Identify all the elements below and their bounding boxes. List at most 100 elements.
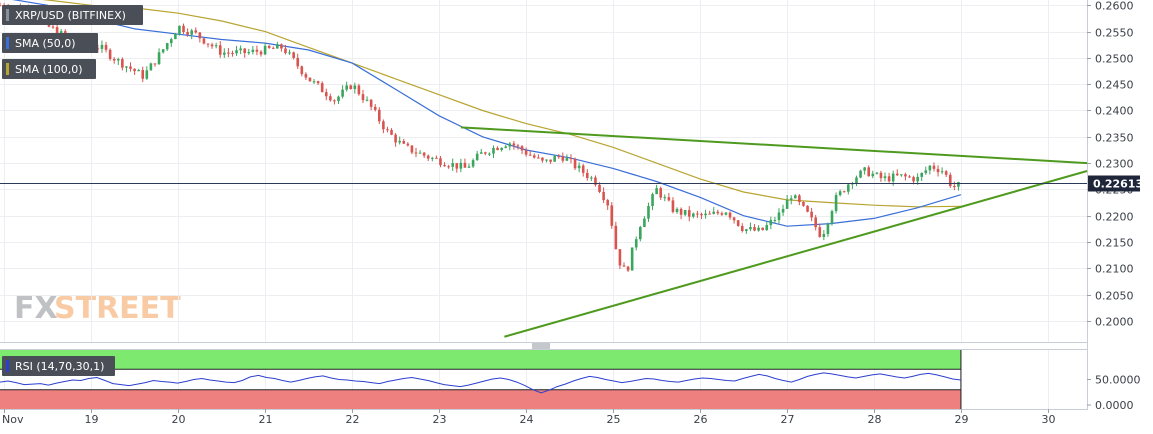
candle-body — [455, 163, 459, 169]
x-tick-label: 29 — [955, 413, 969, 426]
candle-body — [875, 172, 879, 174]
legend-rsi[interactable]: RSI (14,70,30,1) — [2, 356, 115, 376]
candle-body — [687, 210, 691, 217]
candle-body — [316, 81, 320, 84]
candle-body — [108, 49, 112, 60]
x-tick-label: 19 — [85, 413, 99, 426]
rsi-oversold-zone — [0, 389, 961, 409]
legend-symbol[interactable]: XRP/USD (BITFINEX) — [2, 5, 143, 25]
candle-body — [753, 227, 756, 231]
candle-body — [581, 165, 585, 173]
candle-body — [675, 208, 679, 212]
candle-body — [55, 27, 59, 36]
candle-body — [904, 174, 907, 177]
candle-body — [842, 191, 846, 193]
candle-body — [129, 66, 132, 69]
candle-body — [161, 49, 165, 53]
x-tick-label: 27 — [781, 413, 795, 426]
candle-body — [830, 211, 834, 224]
grid-layer — [0, 0, 1087, 409]
candle-body — [369, 99, 373, 107]
candle-body — [822, 234, 826, 237]
candle-body — [292, 52, 295, 58]
candle-body — [418, 152, 422, 154]
rsi-layer — [0, 350, 962, 409]
candle-body — [806, 205, 809, 212]
candle-body — [186, 31, 189, 35]
x-tick-label: 24 — [520, 413, 534, 426]
candle-body — [141, 70, 145, 79]
x-tick-label: 30 — [1042, 413, 1056, 426]
candle-body — [724, 212, 728, 215]
candle-body — [761, 227, 764, 231]
trendline — [504, 170, 1088, 338]
legend-label: SMA (50,0) — [15, 37, 76, 50]
candle-body — [793, 195, 797, 199]
candle-body — [463, 162, 467, 168]
candle-body — [838, 191, 842, 196]
candle-body — [243, 48, 247, 54]
candle-body — [121, 59, 124, 68]
candle-body — [431, 157, 434, 159]
candle-body — [390, 129, 393, 135]
candle-body — [826, 223, 830, 235]
x-tick-label: 25 — [607, 413, 621, 426]
svg-text:FX: FX — [14, 291, 58, 326]
candle-body — [100, 44, 104, 49]
candles-layer — [0, 2, 960, 272]
candle-body — [280, 44, 283, 49]
candle-body — [512, 143, 516, 146]
legend-sma-50[interactable]: SMA (50,0) — [2, 33, 98, 53]
legend-label: RSI (14,70,30,1) — [15, 360, 104, 373]
candle-body — [745, 229, 748, 231]
candle-body — [651, 194, 654, 206]
candle-body — [932, 165, 936, 169]
candle-body — [948, 174, 952, 187]
candle-body — [549, 159, 552, 162]
fxstreet-logo: FX STREET — [14, 291, 181, 326]
candle-body — [887, 176, 891, 182]
candle-body — [683, 210, 687, 215]
candle-body — [594, 177, 597, 185]
candle-body — [329, 96, 332, 101]
candle-body — [447, 166, 450, 168]
rsi-overbought-zone — [0, 350, 961, 370]
candle-body — [769, 220, 773, 226]
candle-body — [410, 145, 414, 153]
candle-body — [174, 33, 177, 40]
candle-body — [834, 195, 838, 212]
candle-body — [871, 173, 875, 177]
candle-body — [573, 158, 577, 169]
candle-body — [484, 152, 487, 154]
candle-body — [218, 45, 222, 55]
candle-body — [210, 44, 214, 47]
candle-body — [814, 217, 817, 228]
candle-body — [883, 176, 887, 179]
candle-body — [104, 44, 108, 50]
rsi-tick-label: 0.0000 — [1095, 399, 1134, 412]
candle-body — [361, 94, 365, 101]
candle-body — [223, 52, 226, 55]
candle-body — [235, 50, 238, 54]
candle-body — [398, 140, 401, 143]
candle-body — [414, 152, 418, 154]
candle-body — [924, 170, 928, 173]
candle-body — [312, 81, 316, 83]
y-tick-label: 0.2450 — [1095, 79, 1134, 92]
candle-body — [288, 52, 291, 54]
candle-body — [700, 214, 703, 216]
candle-body — [557, 156, 561, 158]
x-tick-label: Nov — [2, 413, 24, 426]
candle-body — [247, 52, 251, 54]
candle-body — [537, 157, 540, 159]
candle-body — [284, 48, 287, 54]
y-tick-label: 0.2050 — [1095, 290, 1134, 303]
pane-resize-handle[interactable] — [532, 343, 550, 349]
candle-body — [634, 239, 638, 248]
candle-body — [496, 147, 499, 151]
last-price-label: 0.22613 — [1093, 178, 1143, 191]
legend-sma-100[interactable]: SMA (100,0) — [2, 59, 96, 79]
candle-body — [679, 208, 683, 215]
